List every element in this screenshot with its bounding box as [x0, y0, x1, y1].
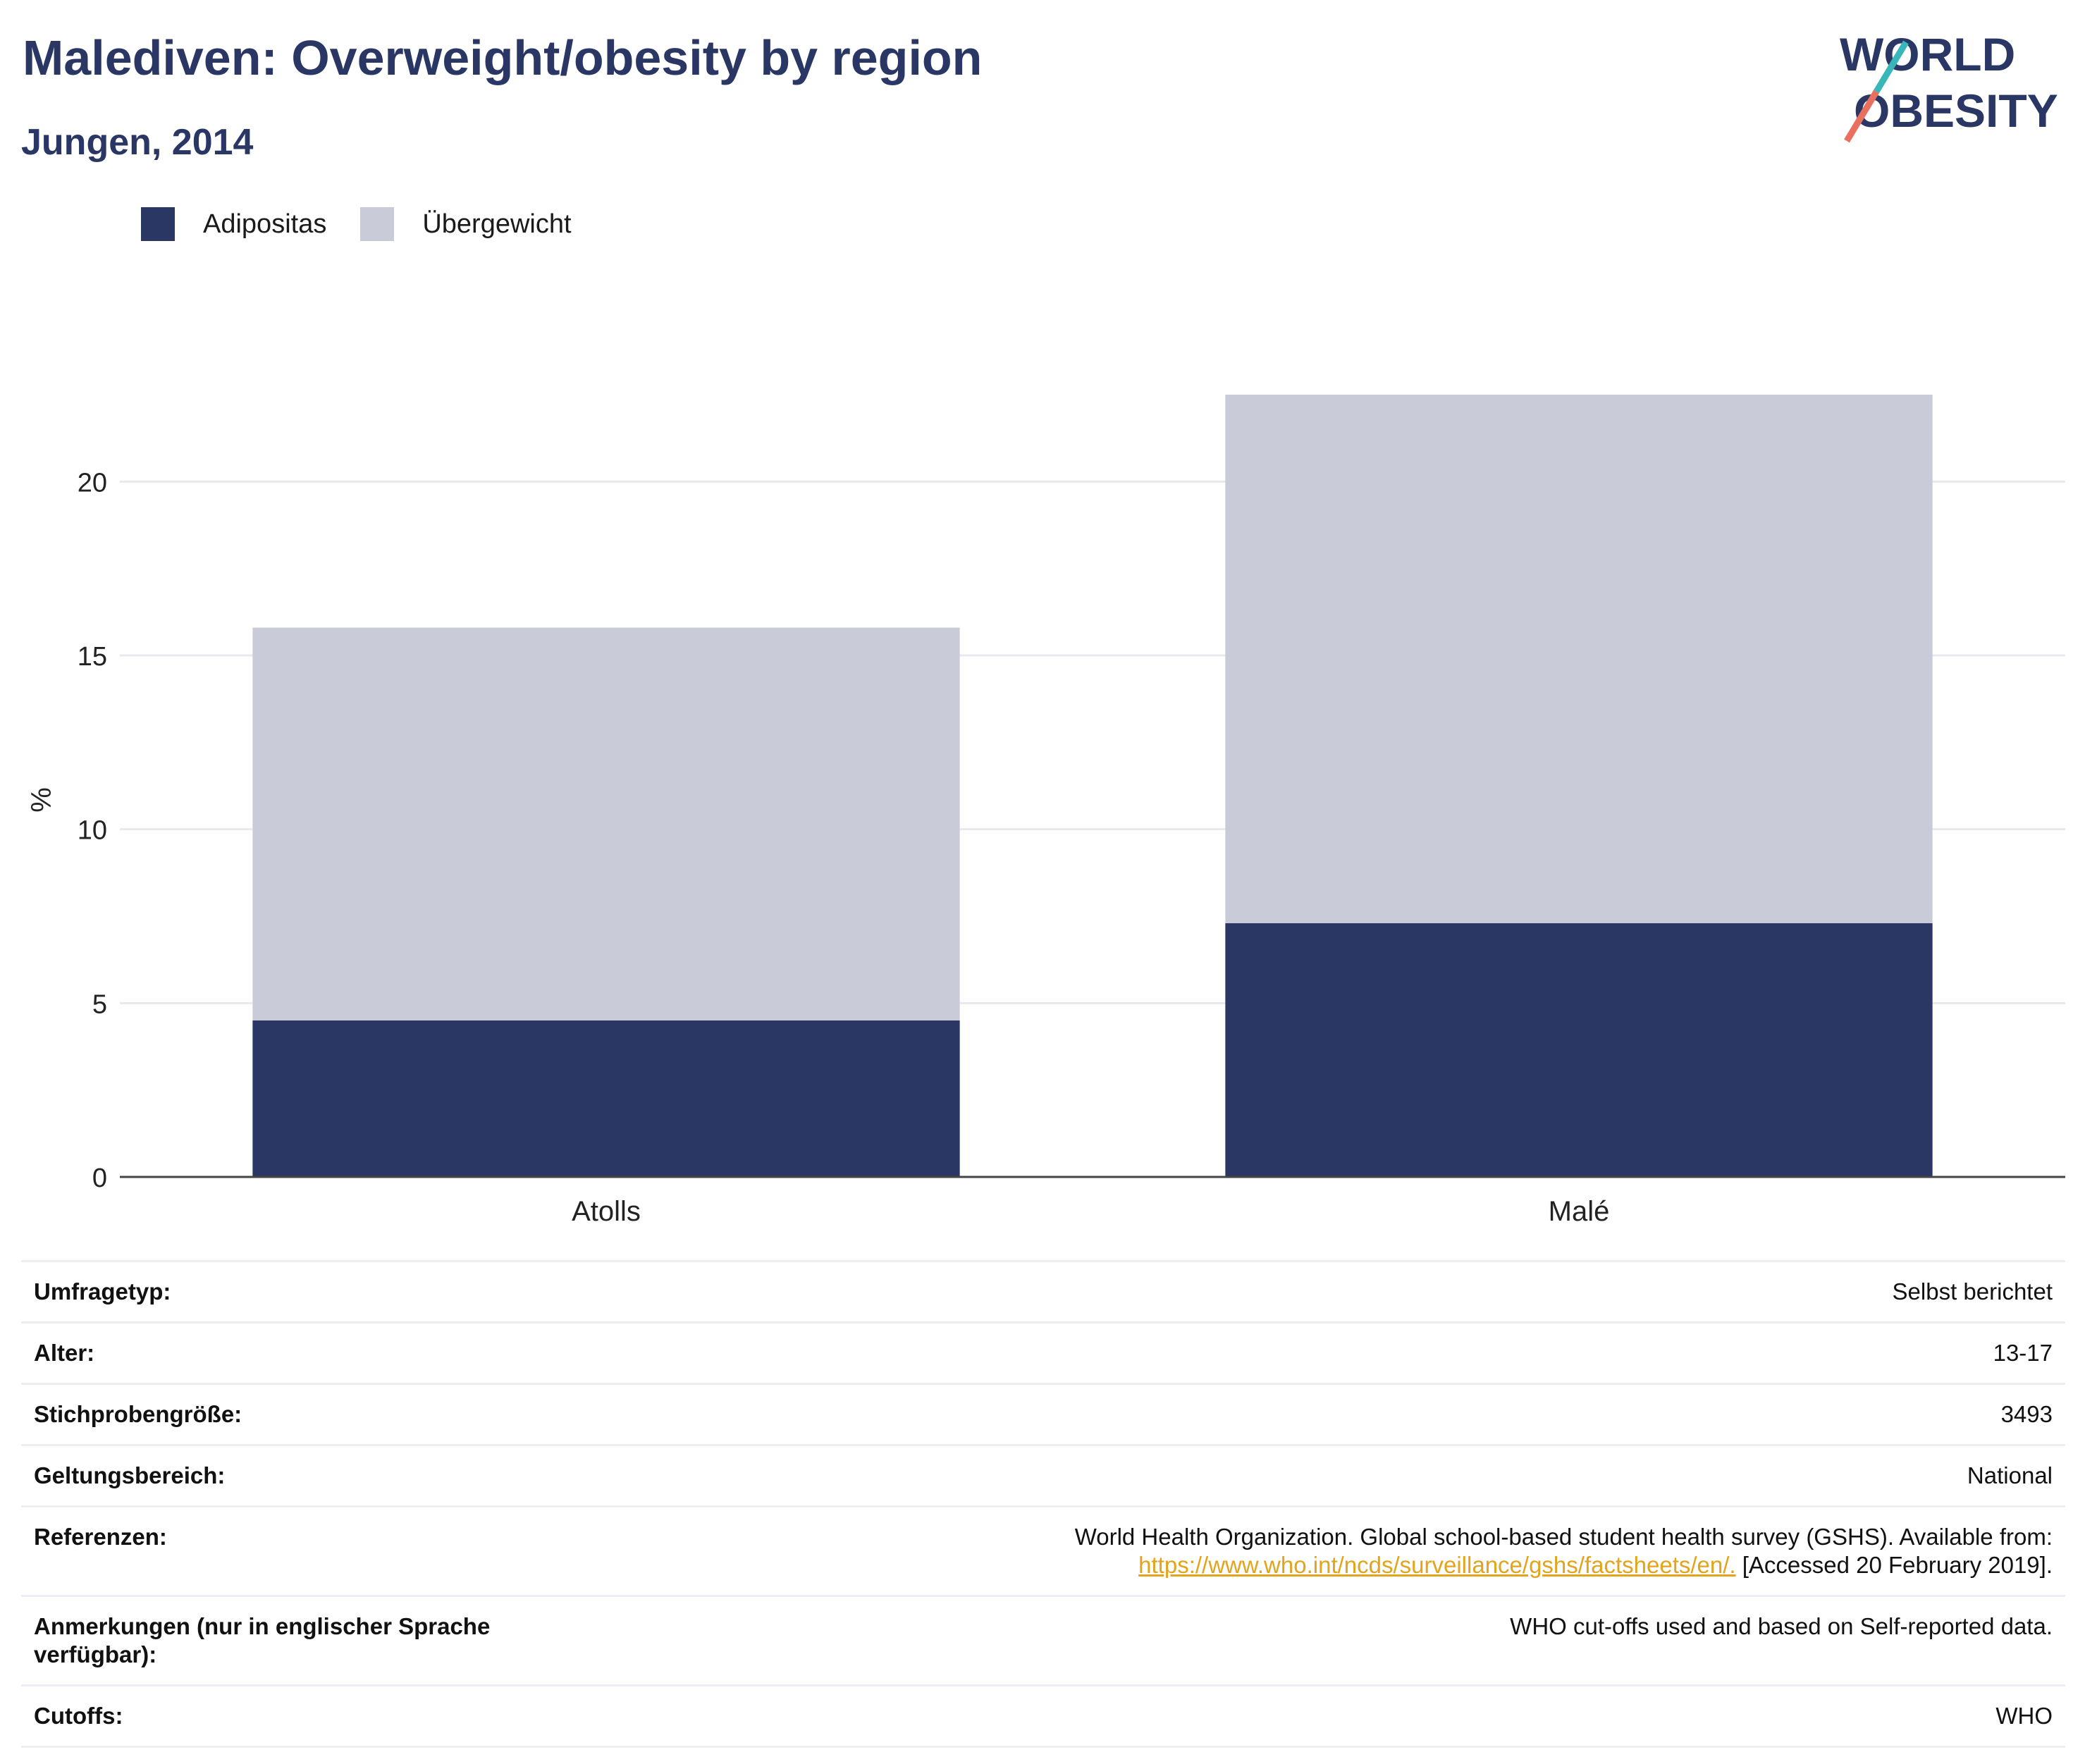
bar-übergewicht: [1225, 395, 1933, 923]
metadata-label: Umfragetyp:: [34, 1278, 171, 1305]
bar-chart: 0 5 10 15 20% Atolls Malé: [26, 395, 2065, 1227]
y-tick-label: 15: [78, 642, 107, 672]
metadata-value-text: 3493: [2000, 1401, 2053, 1427]
metadata-value: WHO: [1995, 1702, 2053, 1730]
chart-subtitle: Jungen, 2014: [21, 122, 254, 163]
metadata-value-text: World Health Organization. Global school…: [1074, 1524, 2053, 1550]
metadata-value: 13-17: [1993, 1339, 2053, 1367]
legend-label: Adipositas: [203, 209, 327, 239]
metadata-row: Cutoffs: WHO: [21, 1684, 2065, 1748]
y-tick-label: 10: [78, 816, 107, 846]
svg-text:WORLD: WORLD: [1840, 28, 2015, 80]
metadata-row: Referenzen: World Health Organization. Gl…: [21, 1505, 2065, 1595]
metadata-label: Geltungsbereich:: [34, 1462, 226, 1488]
metadata-row: Alter: 13-17: [21, 1321, 2065, 1383]
metadata-value-text: Selbst berichtet: [1892, 1278, 2053, 1305]
y-tick-label: 5: [92, 989, 107, 1019]
metadata-value-text: WHO: [1995, 1703, 2053, 1729]
metadata-label: Referenzen:: [34, 1524, 167, 1550]
metadata-label: Cutoffs:: [34, 1703, 123, 1729]
legend-item-adipositas: Adipositas: [141, 207, 326, 241]
metadata-table: Umfragetyp: Selbst berichtet Alter: 13-17 St…: [21, 1260, 2065, 1748]
chart-title: Malediven: Overweight/obesity by region: [23, 30, 983, 85]
metadata-value: Selbst berichtet: [1893, 1278, 2053, 1306]
metadata-value-text: National: [1967, 1462, 2053, 1488]
x-tick-label: Atolls: [572, 1196, 641, 1227]
y-tick-label: 0: [92, 1164, 107, 1193]
metadata-value: National: [1967, 1462, 2053, 1490]
metadata-row: Umfragetyp: Selbst berichtet: [21, 1260, 2065, 1321]
world-obesity-logo: WORLD OBESITY: [1840, 28, 2058, 143]
metadata-value: WHO cut-offs used and based on Self-repo…: [1510, 1612, 2053, 1669]
bar-adipositas: [1225, 923, 1933, 1177]
metadata-row: Anmerkungen (nur in englischer Sprache v…: [21, 1595, 2065, 1684]
legend-swatch: [141, 207, 175, 241]
y-tick-label: 20: [78, 468, 107, 498]
metadata-row: Stichprobengröße: 3493: [21, 1383, 2065, 1444]
legend-swatch: [360, 207, 395, 241]
metadata-label: Anmerkungen (nur in englischer Sprache v…: [34, 1613, 491, 1667]
x-tick-label: Malé: [1549, 1196, 1610, 1227]
svg-text:OBESITY: OBESITY: [1854, 85, 2058, 137]
legend-label: Übergewicht: [422, 209, 572, 239]
metadata-value-text: 13-17: [1993, 1340, 2053, 1366]
metadata-row: Geltungsbereich: National: [21, 1444, 2065, 1505]
metadata-value: 3493: [2001, 1400, 2053, 1429]
reference-link[interactable]: https://www.who.int/ncds/surveillance/gs…: [1138, 1552, 1736, 1578]
bar-adipositas: [252, 1020, 960, 1177]
chart-legend: Adipositas Übergewicht: [141, 207, 605, 241]
metadata-label: Stichprobengröße:: [34, 1401, 242, 1427]
metadata-label: Alter:: [34, 1340, 95, 1366]
reference-suffix: [Accessed 20 February 2019].: [1735, 1552, 2053, 1578]
legend-item-uebergewicht: Übergewicht: [360, 207, 572, 241]
metadata-value-text: WHO cut-offs used and based on Self-repo…: [1510, 1613, 2053, 1639]
y-axis-label: %: [26, 787, 57, 813]
bar-übergewicht: [252, 627, 960, 1020]
metadata-value: World Health Organization. Global school…: [1075, 1523, 2053, 1579]
